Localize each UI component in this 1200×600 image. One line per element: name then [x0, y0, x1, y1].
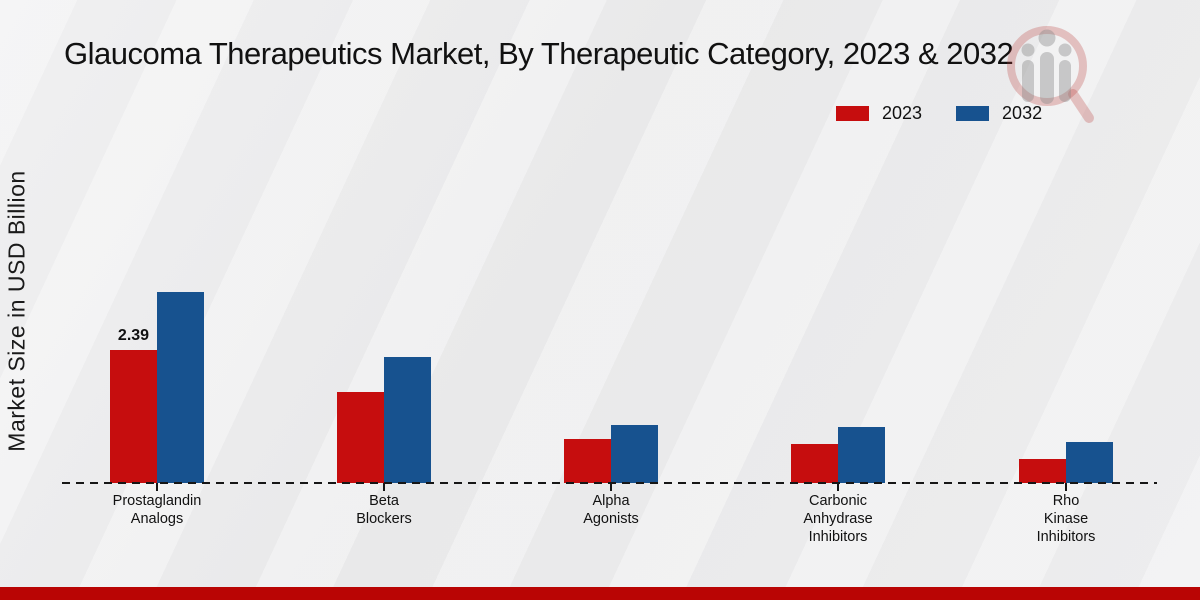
bar-2032-beta-blockers: [384, 357, 431, 483]
category-label-rho-kinase-inhibitors: Rho Kinase Inhibitors: [981, 492, 1151, 546]
category-label-line: Rho: [1052, 493, 1080, 509]
bar-2023-carbonic-anhydrase-inhibitors: [791, 443, 838, 483]
category-label-line: Beta: [369, 493, 399, 509]
bar-2023-alpha-agonists: [564, 438, 611, 483]
category-label-line: Alpha: [592, 493, 630, 509]
x-tick-prostaglandin-analogs: [156, 483, 158, 491]
x-tick-beta-blockers: [383, 483, 385, 491]
legend-label-2032: 2032: [1002, 103, 1043, 123]
bar-2032-alpha-agonists: [611, 424, 658, 483]
bar-value-label: 2.39: [117, 327, 150, 345]
legend: 2023 2032: [836, 103, 1042, 124]
category-label-line: Inhibitors: [808, 529, 868, 545]
category-label-line: Agonists: [583, 511, 639, 527]
bar-2032-prostaglandin-analogs: [157, 291, 204, 483]
category-label-line: Carbonic: [808, 493, 868, 509]
x-tick-rho-kinase-inhibitors: [1065, 483, 1067, 491]
category-label-alpha-agonists: Alpha Agonists: [526, 492, 696, 528]
legend-item-2023: 2023: [836, 103, 922, 124]
x-tick-alpha-agonists: [610, 483, 612, 491]
bar-2023-rho-kinase-inhibitors: [1019, 459, 1066, 483]
bar-2032-carbonic-anhydrase-inhibitors: [838, 426, 885, 483]
bar-2023-beta-blockers: [337, 392, 384, 483]
category-label-line: Kinase: [1043, 511, 1089, 527]
bar-2023-prostaglandin-analogs: [110, 350, 157, 483]
category-label-beta-blockers: Beta Blockers: [299, 492, 469, 528]
category-label-line: Anhydrase: [803, 511, 873, 527]
legend-swatch-2032: [956, 106, 990, 121]
bar-2032-rho-kinase-inhibitors: [1066, 441, 1113, 483]
legend-swatch-2023: [836, 106, 869, 121]
category-label-carbonic-anhydrase-inhibitors: Carbonic Anhydrase Inhibitors: [753, 492, 923, 546]
category-label-prostaglandin-analogs: Prostaglandin Analogs: [72, 492, 242, 528]
legend-item-2032: 2032: [956, 103, 1042, 124]
legend-label-2023: 2023: [882, 103, 923, 123]
category-label-line: Blockers: [356, 511, 412, 527]
category-label-line: Inhibitors: [1036, 529, 1096, 545]
x-tick-carbonic-anhydrase-inhibitors: [837, 483, 839, 491]
category-label-line: Analogs: [130, 511, 184, 527]
x-axis-baseline: [62, 482, 1157, 484]
category-label-line: Prostaglandin: [112, 493, 202, 509]
footer-bar: [0, 587, 1200, 600]
page-title: Glaucoma Therapeutics Market, By Therape…: [64, 36, 1014, 71]
